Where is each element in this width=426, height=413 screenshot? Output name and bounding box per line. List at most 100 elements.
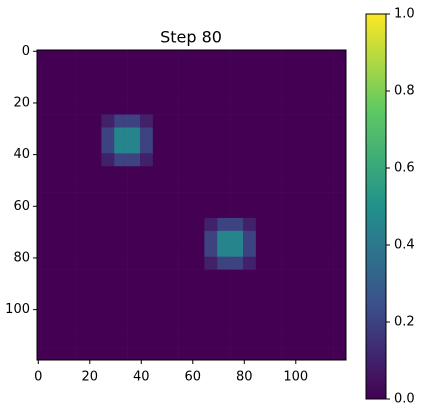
heatmap-cell — [37, 101, 51, 115]
heatmap-cell — [75, 243, 89, 257]
heatmap-cell — [140, 114, 154, 128]
heatmap-cell — [268, 256, 282, 270]
heatmap-cell — [333, 75, 347, 90]
heatmap-cell — [114, 75, 128, 90]
x-tick-label: 80 — [236, 370, 253, 385]
heatmap-cell — [62, 192, 76, 206]
colorbar-tick-label: 0.6 — [394, 161, 415, 176]
heatmap-cell — [62, 243, 76, 257]
heatmap-cell — [217, 140, 231, 154]
heatmap-cell — [37, 140, 51, 154]
heatmap-cell — [307, 334, 321, 348]
heatmap-cell — [140, 347, 154, 361]
heatmap-cell — [165, 334, 179, 348]
heatmap-cell — [49, 50, 64, 64]
heatmap-cell — [37, 334, 51, 348]
heatmap-cell — [49, 308, 64, 322]
heatmap-cell — [230, 153, 244, 167]
heatmap-cell — [62, 217, 76, 232]
heatmap-cell — [281, 179, 295, 193]
heatmap-cell — [114, 192, 128, 206]
heatmap-cell — [281, 321, 295, 335]
heatmap-cell — [204, 243, 218, 257]
heatmap-cell — [217, 230, 231, 245]
heatmap-cell — [217, 88, 231, 102]
heatmap-cell — [88, 243, 102, 257]
chart-title: Step 80 — [160, 28, 222, 47]
heatmap-cell — [165, 295, 179, 309]
heatmap-cell — [243, 153, 257, 167]
heatmap-cell — [191, 347, 205, 361]
heatmap-cell — [62, 308, 76, 322]
heatmap-cell — [230, 75, 244, 90]
heatmap-cell — [101, 269, 115, 283]
heatmap-cell — [294, 347, 308, 361]
heatmap-cell — [243, 166, 257, 180]
heatmap-cell — [114, 140, 128, 154]
heatmap-cell — [191, 127, 205, 141]
heatmap-cell — [243, 62, 257, 77]
heatmap-cell — [75, 114, 89, 128]
heatmap-cell — [281, 205, 295, 219]
colorbar-tick-label: 1.0 — [394, 7, 415, 22]
heatmap-cell — [140, 282, 154, 296]
heatmap-cell — [217, 334, 231, 348]
heatmap-cell — [217, 243, 231, 257]
heatmap-cell — [140, 127, 154, 141]
y-tick-label: 100 — [5, 302, 30, 317]
heatmap-cell — [294, 140, 308, 154]
heatmap-cell — [75, 308, 89, 322]
heatmap-cell — [243, 256, 257, 270]
heatmap-cell — [165, 347, 179, 361]
heatmap-cell — [101, 256, 115, 270]
heatmap-cell — [140, 153, 154, 167]
heatmap-cell — [333, 269, 347, 283]
heatmap-cell — [165, 205, 179, 219]
heatmap-cell — [62, 205, 76, 219]
heatmap-cell — [62, 127, 76, 141]
heatmap-cell — [165, 243, 179, 257]
heatmap-cell — [101, 347, 115, 361]
heatmap-cell — [281, 256, 295, 270]
heatmap-cell — [191, 205, 205, 219]
heatmap-cell — [333, 205, 347, 219]
heatmap-cell — [230, 230, 244, 245]
heatmap-cell — [281, 295, 295, 309]
heatmap-cell — [281, 334, 295, 348]
heatmap-cell — [294, 243, 308, 257]
heatmap-cell — [268, 114, 282, 128]
heatmap-cell — [255, 282, 270, 296]
heatmap-cell — [114, 153, 128, 167]
heatmap-cell — [191, 88, 205, 102]
heatmap-cell — [307, 205, 321, 219]
heatmap-cell — [294, 269, 308, 283]
heatmap-cell — [204, 179, 218, 193]
heatmap-cell — [281, 140, 295, 154]
heatmap-cell — [268, 217, 282, 232]
heatmap-cell — [178, 347, 192, 361]
heatmap-cell — [114, 114, 128, 128]
heatmap-cell — [101, 62, 115, 77]
heatmap-cell — [88, 114, 102, 128]
heatmap-cell — [101, 127, 115, 141]
heatmap-cell — [88, 269, 102, 283]
heatmap-cell — [230, 114, 244, 128]
heatmap-cell — [114, 295, 128, 309]
heatmap-cell — [268, 75, 282, 90]
heatmap-cell — [127, 243, 141, 257]
heatmap-cell — [127, 166, 141, 180]
heatmap-cell — [230, 192, 244, 206]
heatmap-cell — [49, 88, 64, 102]
heatmap-cell — [281, 230, 295, 245]
heatmap-cell — [114, 217, 128, 232]
heatmap-cell — [320, 62, 334, 77]
heatmap-cell — [243, 321, 257, 335]
heatmap-cell — [230, 308, 244, 322]
heatmap-cell — [255, 321, 270, 335]
heatmap-cell — [178, 334, 192, 348]
heatmap-cell — [37, 62, 51, 77]
heatmap-cell — [333, 50, 347, 64]
heatmap-cell — [165, 308, 179, 322]
heatmap-cell — [62, 153, 76, 167]
heatmap-cell — [333, 243, 347, 257]
